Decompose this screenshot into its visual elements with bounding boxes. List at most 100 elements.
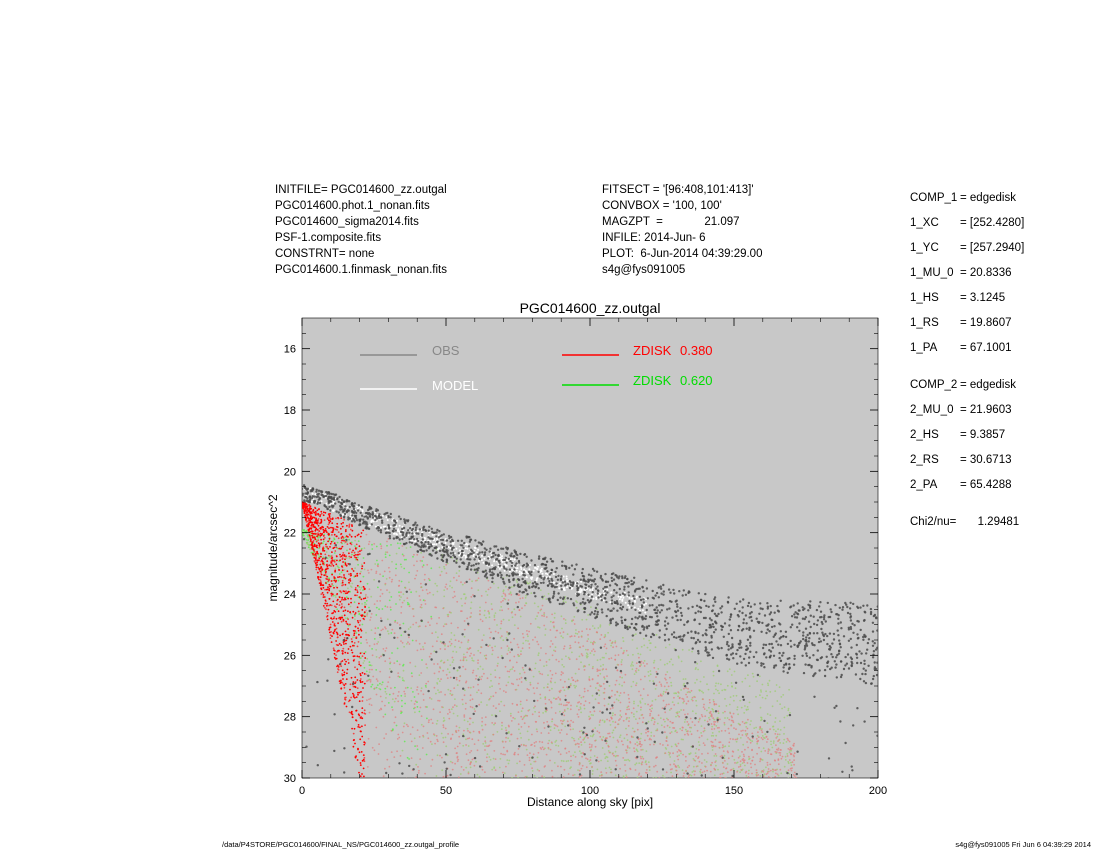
- zdisk2-point: [651, 700, 654, 702]
- zdisk1-point: [534, 636, 537, 639]
- zdisk1-point: [446, 677, 449, 679]
- zdisk2-point: [706, 709, 708, 712]
- zdisk2-point: [592, 665, 594, 668]
- zdisk1-point: [506, 670, 509, 673]
- zdisk2-point: [649, 649, 652, 651]
- zdisk1-point: [427, 680, 430, 683]
- zdisk2-point: [490, 603, 493, 605]
- zdisk1-point: [346, 672, 348, 675]
- zdisk2-point: [471, 580, 473, 583]
- zdisk1-point: [344, 609, 347, 612]
- zdisk1-point: [355, 556, 358, 559]
- zdisk2-point: [689, 789, 691, 791]
- zdisk2-point: [763, 773, 766, 775]
- zdisk2-point: [315, 539, 318, 542]
- zdisk2-point: [639, 737, 642, 740]
- zdisk1-point: [504, 740, 507, 743]
- zdisk1-point: [538, 740, 541, 743]
- zdisk1-point: [344, 598, 347, 601]
- zdisk1-point: [775, 772, 777, 775]
- zdisk1-point: [724, 760, 726, 762]
- zdisk1-point: [708, 718, 711, 721]
- zdisk1-point: [479, 610, 481, 612]
- zdisk1-point: [664, 673, 667, 676]
- zdisk1-point: [334, 550, 337, 552]
- user-line: s4g@fys091005: [602, 264, 686, 276]
- zdisk1-point: [704, 715, 707, 718]
- zdisk1-point: [397, 733, 400, 736]
- zdisk1-point: [477, 577, 480, 580]
- zdisk2-point: [430, 779, 432, 781]
- zdisk1-point: [599, 638, 602, 640]
- zdisk1-point: [484, 716, 487, 718]
- zdisk1-point: [689, 717, 692, 720]
- zdisk2-point: [728, 668, 731, 670]
- zdisk1-point: [322, 547, 324, 550]
- zdisk1-point: [734, 802, 736, 804]
- zdisk2-point: [507, 732, 510, 734]
- zdisk2-point: [492, 757, 495, 760]
- zdisk1-point: [479, 618, 482, 621]
- zdisk1-point: [455, 579, 458, 582]
- zdisk1-point: [344, 698, 347, 701]
- zdisk1-point: [360, 730, 362, 733]
- zdisk1-point: [402, 554, 405, 557]
- zdisk1-point: [410, 740, 413, 743]
- zdisk2-point: [449, 760, 452, 763]
- zdisk2-point: [522, 668, 525, 671]
- zdisk2-point: [547, 674, 549, 677]
- zdisk1-point: [410, 757, 413, 759]
- zdisk1-point: [686, 696, 689, 698]
- zdisk1-point: [463, 582, 466, 584]
- zdisk1-point: [471, 758, 474, 761]
- zdisk1-point: [354, 613, 356, 616]
- zdisk2-point: [588, 663, 591, 666]
- zdisk2-point: [655, 633, 658, 636]
- zdisk1-point: [341, 554, 344, 556]
- zdisk2-point: [412, 555, 414, 558]
- zdisk1-point: [780, 757, 783, 760]
- zdisk1-point: [338, 547, 341, 550]
- zdisk1-point: [683, 687, 685, 690]
- zdisk2-point: [760, 689, 762, 691]
- zdisk1-point: [709, 701, 711, 704]
- zdisk2-point: [370, 664, 373, 667]
- zdisk1-point: [388, 570, 391, 573]
- zdisk2-point: [456, 669, 459, 672]
- zdisk2-point: [408, 603, 410, 606]
- zdisk1-point: [400, 591, 402, 594]
- zdisk1-point: [747, 776, 750, 778]
- zdisk1-point: [582, 695, 585, 698]
- zdisk1-point: [358, 624, 361, 626]
- zdisk1-point: [347, 579, 350, 581]
- zdisk1-point: [587, 689, 589, 692]
- zdisk2-point: [354, 615, 356, 617]
- model-point: [483, 557, 486, 560]
- model-point: [371, 519, 374, 522]
- zdisk2-point: [333, 552, 336, 554]
- zdisk1-point: [361, 681, 364, 683]
- zdisk1-point: [587, 648, 589, 651]
- zdisk1-point: [354, 594, 356, 597]
- zdisk1-point: [366, 613, 369, 616]
- zdisk1-point: [722, 798, 724, 800]
- zdisk1-point: [360, 691, 362, 693]
- zdisk1-point: [662, 783, 664, 785]
- zdisk1-point: [400, 710, 402, 713]
- zdisk1-point: [345, 622, 348, 624]
- zdisk1-point: [498, 682, 500, 685]
- zdisk1-point: [701, 753, 703, 755]
- model-point: [548, 576, 551, 578]
- zdisk2-point: [574, 632, 577, 635]
- zdisk1-point: [408, 643, 411, 645]
- zdisk1-point: [698, 748, 700, 751]
- zdisk1-point: [333, 630, 336, 633]
- zdisk2-point: [641, 748, 644, 751]
- zdisk1-point: [572, 619, 575, 622]
- zdisk2-point: [357, 563, 359, 566]
- zdisk2-point: [712, 670, 715, 673]
- zdisk2-point: [450, 638, 453, 641]
- zdisk1-point: [330, 561, 333, 563]
- zdisk2-point: [416, 706, 419, 708]
- zdisk1-point: [360, 629, 363, 632]
